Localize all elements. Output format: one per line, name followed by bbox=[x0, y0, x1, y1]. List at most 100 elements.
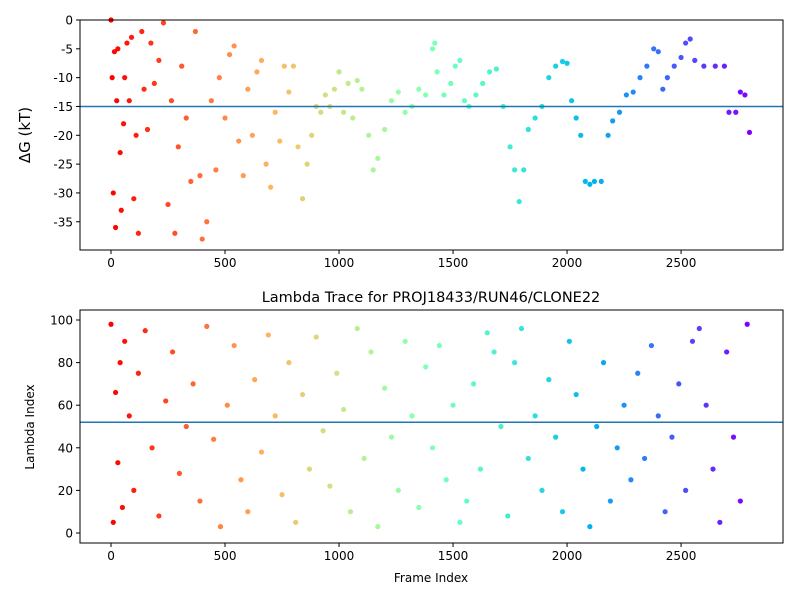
data-point bbox=[737, 89, 743, 95]
data-point bbox=[122, 75, 128, 81]
data-point bbox=[110, 190, 116, 196]
data-point bbox=[464, 498, 470, 504]
data-point bbox=[336, 69, 342, 75]
data-point bbox=[109, 75, 115, 81]
data-point bbox=[263, 161, 269, 167]
data-point bbox=[211, 436, 217, 442]
data-point bbox=[553, 434, 559, 440]
axes-frame bbox=[79, 309, 784, 544]
data-point bbox=[375, 524, 381, 530]
data-point bbox=[176, 470, 183, 476]
data-point bbox=[131, 196, 137, 202]
data-point bbox=[168, 98, 175, 104]
data-point bbox=[591, 178, 598, 185]
data-point bbox=[655, 49, 661, 55]
data-point bbox=[327, 483, 333, 489]
data-point bbox=[733, 109, 739, 115]
data-point bbox=[304, 161, 310, 167]
data-point bbox=[573, 391, 579, 398]
y-tick-label: -10 bbox=[53, 71, 73, 85]
data-point bbox=[737, 498, 743, 504]
data-point bbox=[340, 109, 347, 115]
data-point bbox=[703, 402, 709, 408]
data-point bbox=[532, 413, 538, 419]
data-point bbox=[448, 80, 454, 87]
data-point bbox=[142, 328, 148, 334]
data-point bbox=[696, 325, 702, 332]
data-point bbox=[120, 121, 127, 127]
x-tick-label: 500 bbox=[214, 549, 237, 563]
data-point bbox=[594, 423, 600, 430]
data-point bbox=[432, 40, 438, 46]
data-point bbox=[457, 57, 463, 63]
data-point bbox=[710, 466, 716, 472]
data-point bbox=[172, 230, 178, 236]
data-point bbox=[190, 381, 196, 387]
data-point bbox=[582, 178, 588, 185]
data-point bbox=[662, 509, 668, 515]
data-point bbox=[213, 167, 219, 173]
data-point bbox=[118, 207, 124, 213]
y-tick-label: 0 bbox=[65, 14, 73, 28]
data-point bbox=[226, 51, 233, 58]
data-point bbox=[746, 129, 753, 136]
y-tick-label: -35 bbox=[53, 215, 73, 229]
data-point bbox=[491, 349, 497, 355]
data-point bbox=[115, 460, 121, 466]
data-point bbox=[192, 28, 198, 35]
data-point bbox=[651, 46, 657, 52]
data-point bbox=[245, 86, 251, 92]
data-point bbox=[724, 349, 730, 355]
data-point bbox=[525, 126, 531, 133]
data-point bbox=[598, 178, 604, 185]
data-point bbox=[660, 86, 666, 92]
y-axis-label: Lambda Index bbox=[23, 384, 37, 469]
data-point bbox=[258, 57, 265, 63]
data-point bbox=[628, 477, 634, 483]
data-point bbox=[546, 75, 552, 81]
data-point bbox=[112, 224, 119, 231]
data-point bbox=[473, 92, 479, 98]
data-point bbox=[382, 126, 388, 133]
data-point bbox=[108, 321, 114, 327]
y-tick-label: 40 bbox=[58, 441, 73, 455]
data-point bbox=[249, 132, 255, 138]
y-tick-label: 20 bbox=[58, 484, 73, 498]
y-axis-label: ΔG (kT) bbox=[16, 107, 34, 163]
data-point bbox=[621, 402, 627, 408]
data-point bbox=[388, 98, 395, 104]
data-point bbox=[477, 466, 484, 472]
x-tick-label: 2000 bbox=[552, 549, 583, 563]
data-point bbox=[114, 98, 120, 104]
y-tick-label: -30 bbox=[53, 186, 73, 200]
y-tick-label: 0 bbox=[65, 526, 73, 540]
data-point bbox=[701, 63, 707, 69]
data-point bbox=[222, 115, 228, 121]
data-point bbox=[309, 132, 315, 138]
data-point bbox=[484, 330, 490, 336]
data-point bbox=[443, 477, 449, 483]
data-point bbox=[290, 63, 297, 69]
data-point bbox=[320, 428, 326, 434]
data-point bbox=[416, 86, 422, 92]
data-point bbox=[635, 370, 641, 376]
data-point bbox=[361, 455, 367, 462]
data-point bbox=[151, 80, 157, 87]
data-point bbox=[559, 509, 566, 515]
data-point bbox=[135, 370, 141, 376]
data-point bbox=[281, 63, 287, 69]
data-point bbox=[295, 144, 301, 150]
data-point bbox=[470, 381, 477, 387]
data-point bbox=[286, 89, 292, 95]
data-point bbox=[144, 126, 151, 133]
data-point bbox=[429, 445, 436, 451]
panel-title: Lambda Trace for PROJ18433/RUN46/CLONE22 bbox=[262, 290, 601, 306]
data-point bbox=[512, 167, 518, 173]
data-point bbox=[683, 487, 689, 493]
data-point bbox=[641, 455, 648, 462]
data-point bbox=[525, 455, 531, 462]
data-point bbox=[254, 69, 260, 75]
data-point bbox=[726, 109, 732, 115]
data-point bbox=[331, 86, 338, 92]
x-tick-label: 1500 bbox=[438, 549, 469, 563]
